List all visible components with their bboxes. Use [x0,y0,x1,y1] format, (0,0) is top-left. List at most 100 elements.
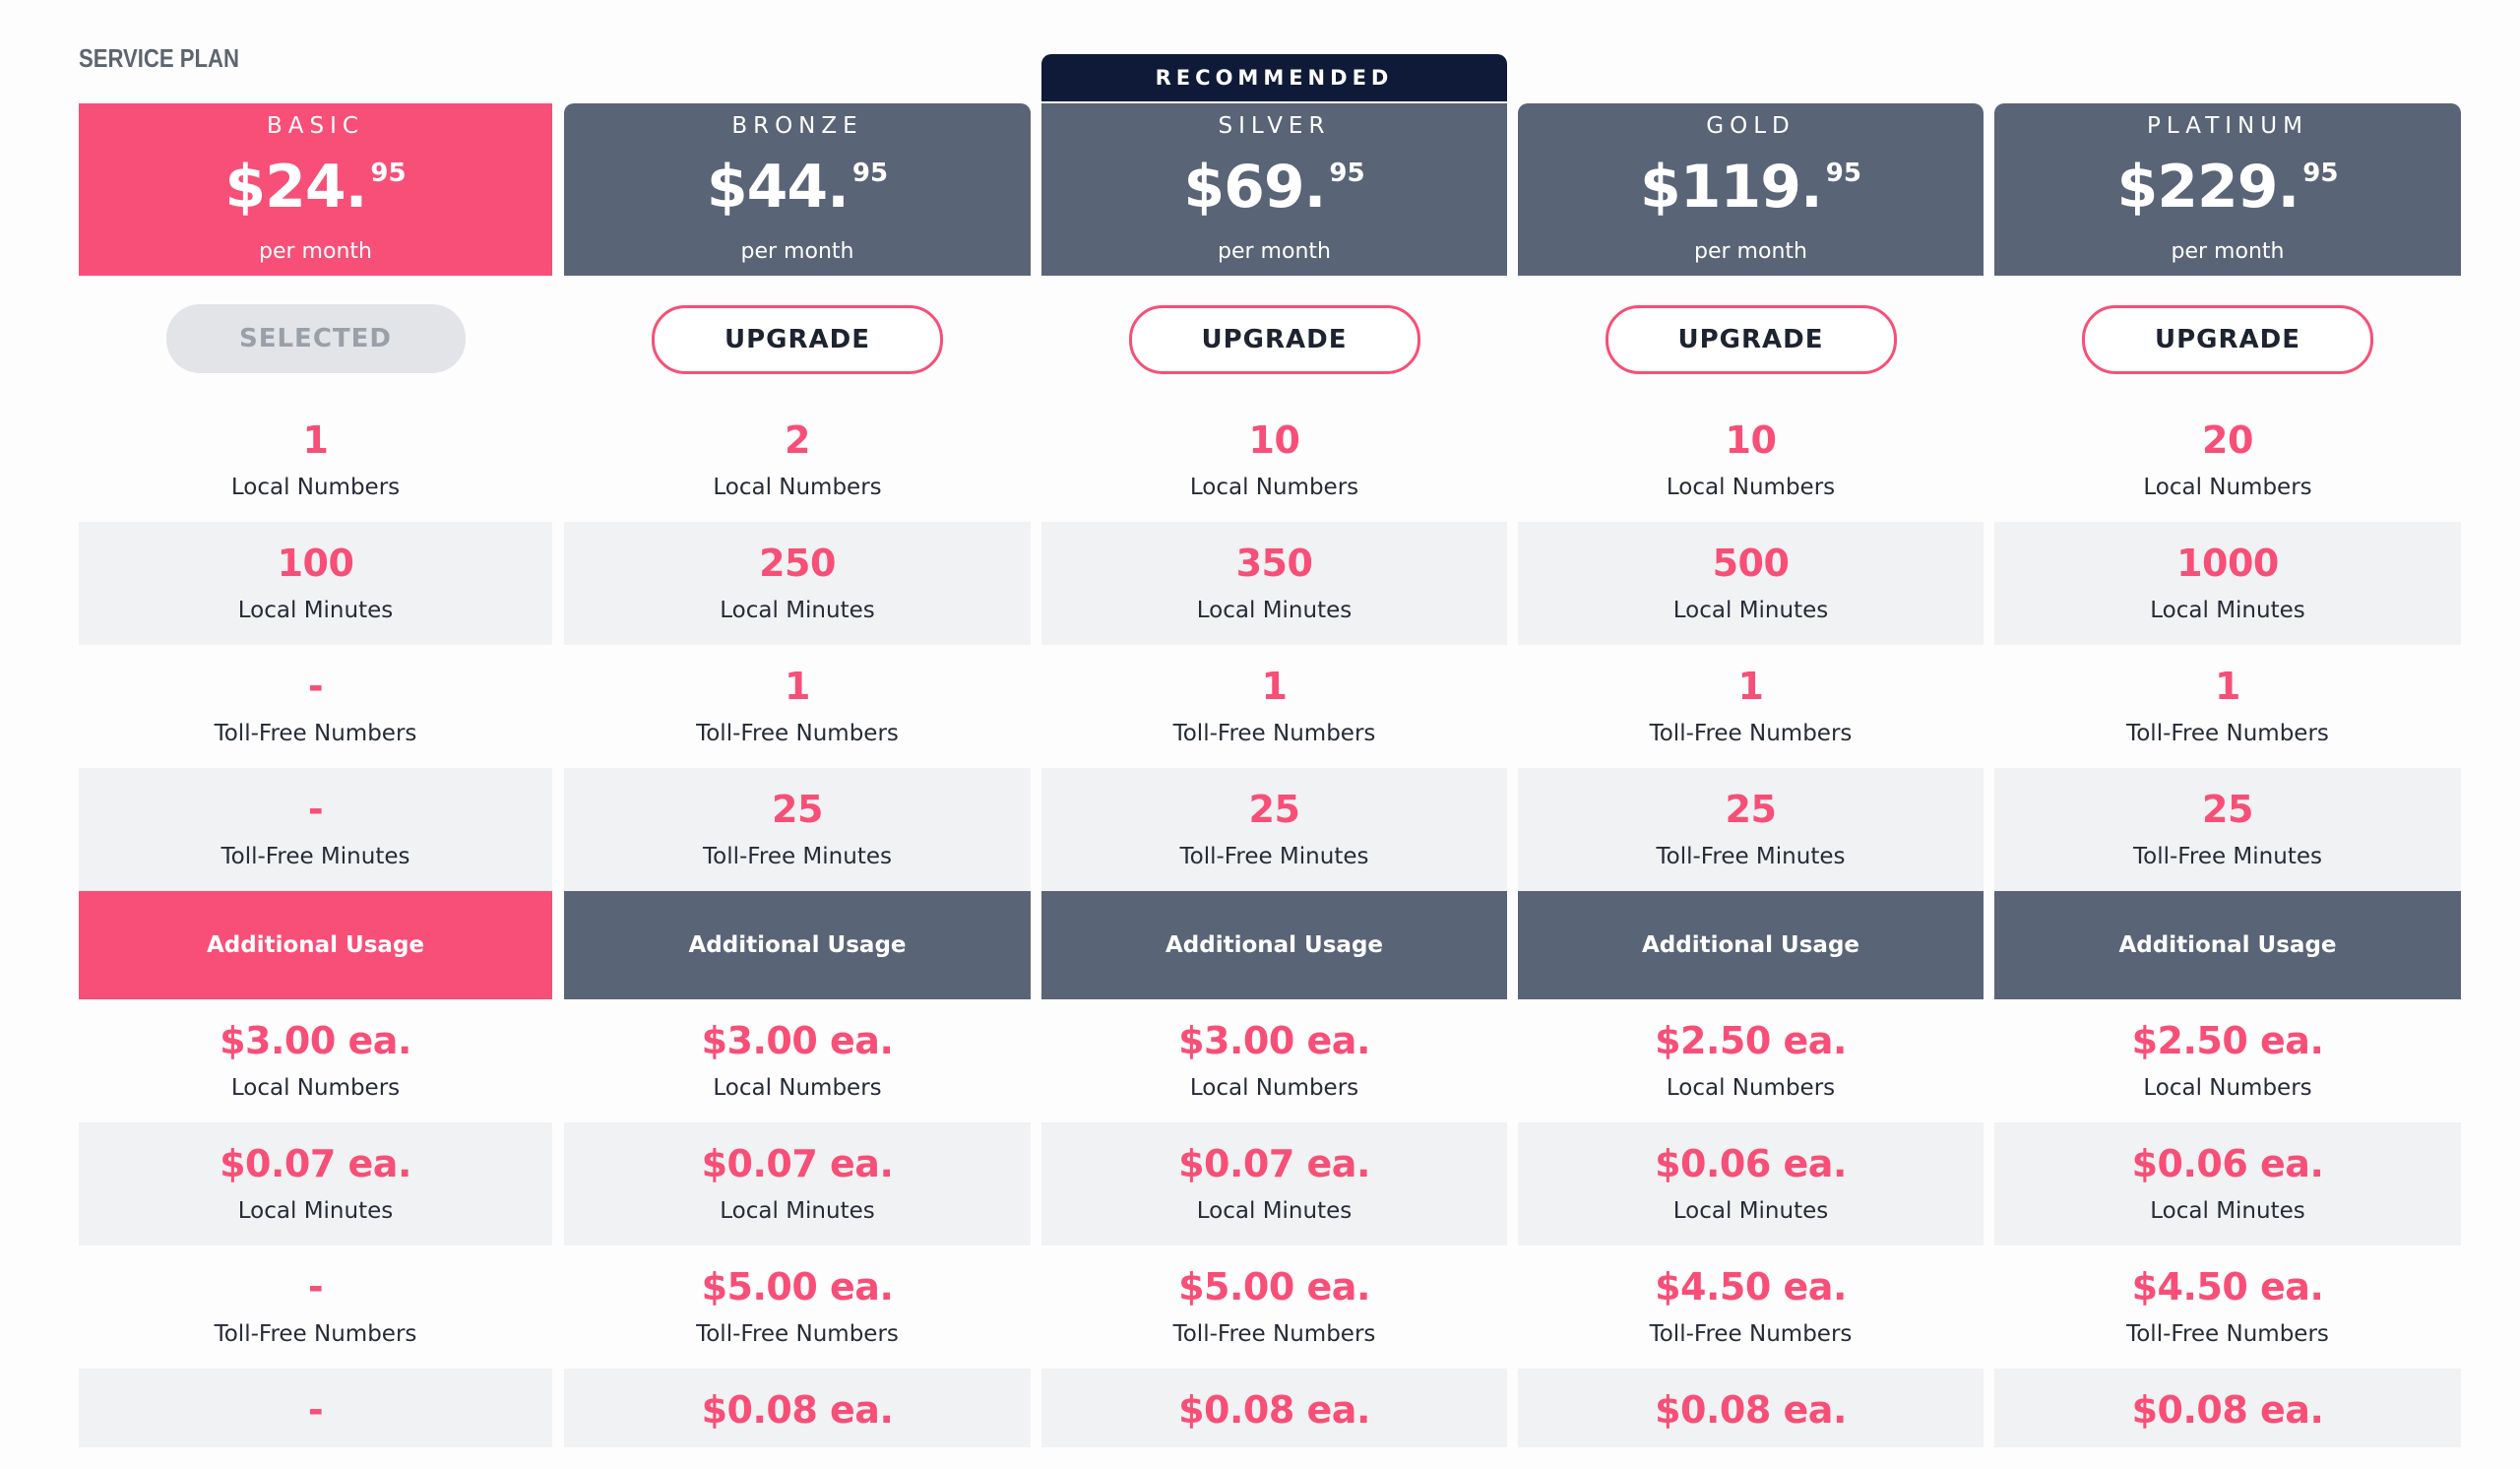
local-minutes-label: Local Minutes [1672,598,1829,623]
plan-name: BRONZE [731,113,863,139]
toll-free-numbers-row: 1 Toll-Free Numbers [1041,645,1507,768]
additional-usage-header: Additional Usage [1994,891,2461,999]
billing-period: per month [740,239,854,264]
additional-usage-header: Additional Usage [1041,891,1507,999]
usage-local-numbers-row: $3.00 ea. Local Numbers [1041,999,1507,1122]
toll-free-numbers-row: 1 Toll-Free Numbers [564,645,1031,768]
toll-free-minutes-row: 25 Toll-Free Minutes [1518,768,1984,891]
toll-free-minutes-value: - [307,788,324,831]
toll-free-minutes-value: 25 [1725,788,1777,831]
plan-column-platinum: PLATINUM $229. 95 per month UPGRADE 20 Lo… [1994,103,2461,1447]
plan-price: $24. 95 [79,153,552,222]
plan-price: $44. 95 [564,153,1031,222]
usage-toll-free-numbers-row: $4.50 ea. Toll-Free Numbers [1994,1245,2461,1369]
usage-local-minutes-price: $0.07 ea. [220,1142,411,1185]
usage-local-numbers-label: Local Numbers [1666,1075,1836,1101]
upgrade-button[interactable]: UPGRADE [1128,305,1420,374]
toll-free-minutes-value: 25 [1248,788,1300,831]
local-minutes-row: 250 Local Minutes [564,522,1031,645]
toll-free-minutes-label: Toll-Free Minutes [1656,844,1846,869]
plan-column-basic: BASIC $24. 95 per month SELECTED 1 Local … [79,103,552,1447]
usage-local-minutes-label: Local Minutes [2150,1198,2305,1224]
usage-local-numbers-row: $2.50 ea. Local Numbers [1518,999,1984,1122]
toll-free-numbers-value: 1 [1261,665,1288,708]
additional-usage-header: Additional Usage [564,891,1031,999]
usage-toll-free-numbers-price: - [307,1265,324,1309]
plan-name: BASIC [267,113,364,139]
upgrade-button[interactable]: UPGRADE [1605,305,1897,374]
toll-free-numbers-value: - [307,665,324,708]
price-dollars: $69. [1183,153,1326,222]
local-numbers-label: Local Numbers [2143,475,2312,500]
toll-free-numbers-row: 1 Toll-Free Numbers [1994,645,2461,768]
billing-period: per month [1694,239,1807,264]
section-title: SERVICE PLAN [79,43,239,73]
usage-local-numbers-price: $3.00 ea. [701,1019,894,1062]
local-minutes-row: 100 Local Minutes [79,522,552,645]
plan-price: $229. 95 [1994,153,2461,222]
price-dollars: $119. [1640,153,1823,222]
usage-local-minutes-price: $0.07 ea. [701,1142,894,1185]
local-numbers-value: 10 [1725,418,1777,462]
usage-local-minutes-label: Local Minutes [720,1198,875,1224]
local-minutes-value: 1000 [2176,542,2279,585]
local-numbers-row: 10 Local Numbers [1041,399,1507,522]
local-minutes-label: Local Minutes [237,598,394,623]
plan-price: $119. 95 [1518,153,1984,222]
plan-header-silver: SILVER $69. 95 per month [1041,103,1507,276]
usage-toll-free-numbers-label: Toll-Free Numbers [2126,1321,2329,1347]
billing-period: per month [1218,239,1331,264]
usage-local-numbers-price: $3.00 ea. [220,1019,411,1062]
local-minutes-row: 500 Local Minutes [1518,522,1984,645]
usage-toll-free-minutes-row: $0.08 ea. [1041,1369,1507,1447]
plan-action: SELECTED [79,276,552,399]
upgrade-button[interactable]: UPGRADE [2082,305,2373,374]
usage-local-minutes-label: Local Minutes [237,1198,394,1224]
plan-header-platinum: PLATINUM $229. 95 per month [1994,103,2461,276]
usage-toll-free-minutes-row: $0.08 ea. [1994,1369,2461,1447]
usage-toll-free-numbers-price: $5.00 ea. [701,1265,894,1309]
usage-toll-free-minutes-row: - [79,1369,552,1447]
usage-toll-free-numbers-row: - Toll-Free Numbers [79,1245,552,1369]
usage-local-minutes-row: $0.07 ea. Local Minutes [564,1122,1031,1245]
additional-usage-header: Additional Usage [1518,891,1984,999]
toll-free-minutes-label: Toll-Free Minutes [703,844,892,869]
local-minutes-row: 1000 Local Minutes [1994,522,2461,645]
local-numbers-value: 10 [1248,418,1300,462]
usage-local-numbers-label: Local Numbers [1189,1075,1359,1101]
usage-local-numbers-price: $2.50 ea. [1655,1019,1847,1062]
local-numbers-row: 20 Local Numbers [1994,399,2461,522]
plan-action: UPGRADE [1994,276,2461,399]
plan-price: $69. 95 [1041,153,1507,222]
plan-column-bronze: BRONZE $44. 95 per month UPGRADE 2 Local … [564,103,1031,1447]
usage-local-minutes-price: $0.06 ea. [2131,1142,2324,1185]
toll-free-minutes-label: Toll-Free Minutes [2133,844,2322,869]
toll-free-numbers-label: Toll-Free Numbers [2126,721,2329,746]
toll-free-minutes-row: 25 Toll-Free Minutes [1994,768,2461,891]
usage-toll-free-numbers-price: $4.50 ea. [1655,1265,1847,1309]
price-cents: 95 [2302,159,2339,188]
usage-toll-free-numbers-label: Toll-Free Numbers [696,1321,899,1347]
local-numbers-label: Local Numbers [1189,475,1359,500]
price-cents: 95 [1825,159,1861,188]
usage-toll-free-minutes-price: $0.08 ea. [701,1388,894,1432]
local-numbers-label: Local Numbers [713,475,882,500]
local-numbers-value: 1 [302,418,329,462]
toll-free-numbers-row: 1 Toll-Free Numbers [1518,645,1984,768]
toll-free-numbers-label: Toll-Free Numbers [696,721,899,746]
usage-local-minutes-row: $0.07 ea. Local Minutes [1041,1122,1507,1245]
toll-free-numbers-label: Toll-Free Numbers [1649,721,1853,746]
local-numbers-label: Local Numbers [1666,475,1836,500]
toll-free-minutes-row: 25 Toll-Free Minutes [564,768,1031,891]
toll-free-numbers-value: 1 [785,665,810,708]
toll-free-numbers-row: - Toll-Free Numbers [79,645,552,768]
usage-toll-free-numbers-row: $5.00 ea. Toll-Free Numbers [1041,1245,1507,1369]
price-dollars: $24. [224,153,367,222]
toll-free-minutes-value: 25 [772,788,823,831]
plan-column-silver: SILVER $69. 95 per month UPGRADE 10 Local… [1041,103,1507,1447]
usage-local-numbers-label: Local Numbers [713,1075,882,1101]
plan-header-basic: BASIC $24. 95 per month [79,103,552,276]
usage-local-minutes-label: Local Minutes [1672,1198,1829,1224]
selected-button[interactable]: SELECTED [165,304,466,373]
upgrade-button[interactable]: UPGRADE [652,305,943,374]
